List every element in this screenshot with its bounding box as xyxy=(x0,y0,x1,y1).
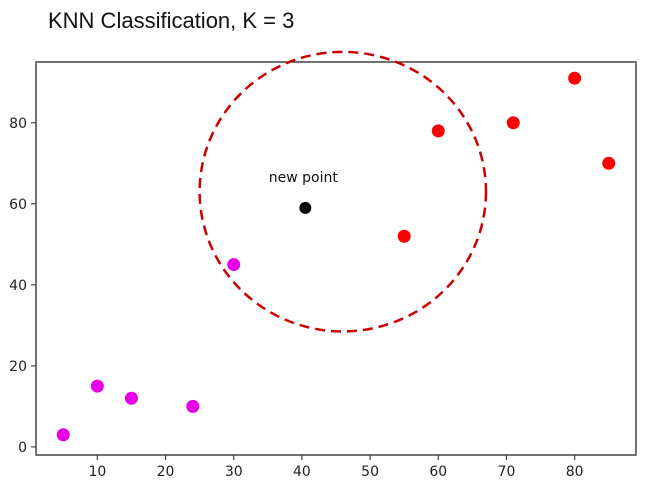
x-tick-label: 80 xyxy=(566,464,584,480)
chart-title: KNN Classification, K = 3 xyxy=(48,8,295,33)
data-point xyxy=(506,116,520,130)
y-axis-ticks: 0 20 40 60 80 xyxy=(9,116,36,456)
data-point xyxy=(568,71,582,85)
data-point xyxy=(56,428,70,442)
y-tick-label: 40 xyxy=(9,278,27,294)
plot-area-frame xyxy=(35,61,637,456)
data-point xyxy=(397,229,411,243)
x-tick-label: 50 xyxy=(361,464,379,480)
y-tick-label: 20 xyxy=(9,359,27,375)
x-axis-ticks: 10 20 30 40 50 60 70 80 xyxy=(88,455,584,480)
data-point xyxy=(227,258,241,272)
new-point-marker xyxy=(299,201,312,214)
neighborhood-circle xyxy=(198,50,488,333)
x-tick-label: 30 xyxy=(225,464,243,480)
data-point xyxy=(90,379,104,393)
x-tick-label: 10 xyxy=(88,464,106,480)
data-point xyxy=(186,399,200,413)
x-tick-label: 20 xyxy=(157,464,175,480)
data-points xyxy=(56,71,616,442)
y-tick-label: 0 xyxy=(18,440,27,456)
new-point-label: new point xyxy=(269,170,339,186)
x-tick-label: 60 xyxy=(429,464,447,480)
data-point xyxy=(124,391,138,405)
y-tick-label: 60 xyxy=(9,197,27,213)
data-point xyxy=(602,156,616,170)
x-tick-label: 70 xyxy=(498,464,516,480)
y-tick-label: 80 xyxy=(9,116,27,132)
data-point xyxy=(431,124,445,138)
x-tick-label: 40 xyxy=(293,464,311,480)
